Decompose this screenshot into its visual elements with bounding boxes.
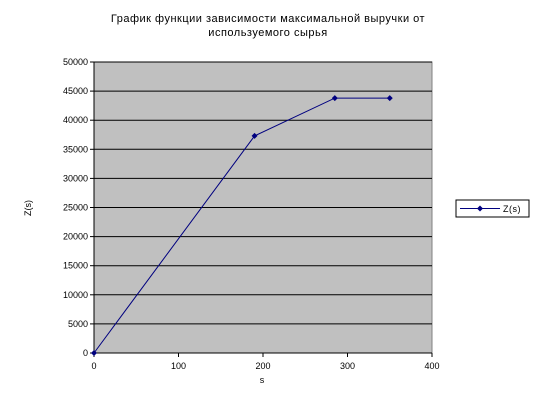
chart-title-line-2: используемого сырья bbox=[208, 27, 327, 39]
y-tick-label: 10000 bbox=[63, 290, 88, 300]
y-tick-label: 30000 bbox=[63, 173, 88, 183]
series-layer bbox=[91, 95, 393, 356]
data-point bbox=[91, 350, 97, 356]
y-tick-label: 15000 bbox=[63, 261, 88, 271]
x-tick-label: 0 bbox=[91, 361, 96, 371]
x-tick-label: 300 bbox=[340, 361, 355, 371]
legend-label: Z(s) bbox=[503, 204, 521, 214]
y-tick-label: 5000 bbox=[68, 319, 88, 329]
y-tick-label: 35000 bbox=[63, 144, 88, 154]
y-axis-ticks: 0 5000 10000 15000 20000 25000 30000 35000 40000… bbox=[63, 57, 94, 358]
chart-title: График функции зависимости максимальной … bbox=[111, 13, 425, 39]
y-axis-label: Z(s) bbox=[23, 200, 33, 216]
gridlines bbox=[94, 61, 432, 325]
y-tick-label: 40000 bbox=[63, 115, 88, 125]
y-tick-label: 0 bbox=[83, 348, 88, 358]
legend: Z(s) bbox=[455, 199, 530, 218]
x-tick-label: 100 bbox=[171, 361, 186, 371]
y-tick-label: 25000 bbox=[63, 203, 88, 213]
x-axis-label: s bbox=[260, 375, 265, 385]
y-tick-label: 45000 bbox=[63, 86, 88, 96]
y-tick-label: 20000 bbox=[63, 232, 88, 242]
x-axis-ticks: 0 100 200 300 400 bbox=[91, 353, 440, 371]
data-point bbox=[331, 95, 338, 102]
chart-title-line-1: График функции зависимости максимальной … bbox=[111, 13, 425, 25]
legend-marker bbox=[477, 205, 483, 212]
x-tick-label: 400 bbox=[424, 361, 439, 371]
series-line bbox=[93, 97, 390, 354]
data-point bbox=[386, 95, 393, 102]
data-point bbox=[251, 132, 258, 139]
x-tick-label: 200 bbox=[255, 361, 270, 371]
y-tick-label: 50000 bbox=[63, 57, 88, 67]
